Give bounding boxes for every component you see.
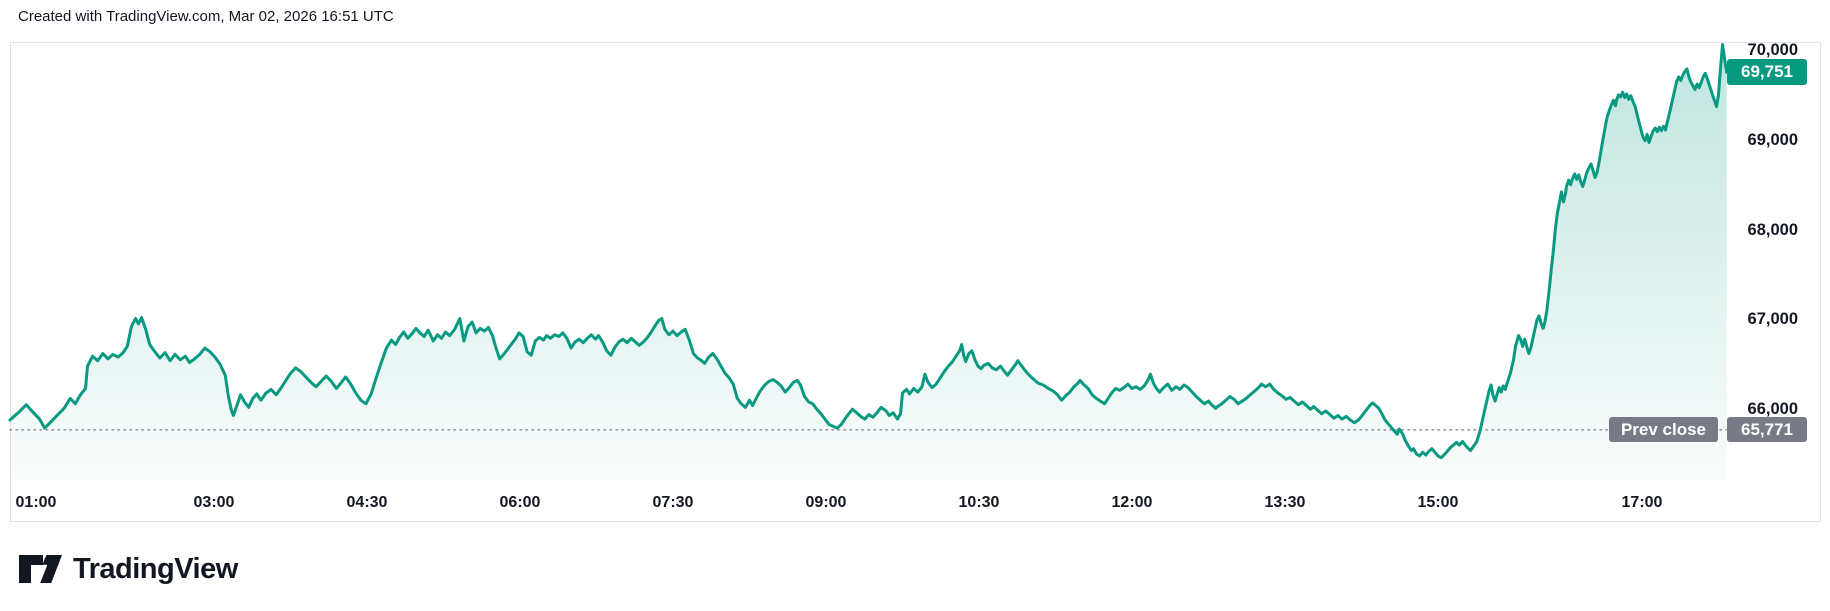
price-line [8, 43, 1729, 460]
x-axis-label: 07:30 [652, 494, 694, 511]
x-axis-label: 03:00 [193, 494, 235, 511]
x-axis-label: 09:00 [805, 494, 847, 511]
x-axis-label: 15:00 [1417, 494, 1459, 511]
y-axis-label: 66,000 [1747, 400, 1798, 419]
tradingview-logo-text: TradingView [73, 553, 238, 585]
last-price-value: 69,751 [1741, 62, 1793, 82]
x-axis-label: 01:00 [15, 494, 57, 511]
prev-close-value-badge: 65,771 [1727, 417, 1807, 443]
y-axis-label: 67,000 [1747, 310, 1798, 329]
prev-close-text: Prev close [1620, 419, 1706, 439]
x-axis-label: 04:30 [346, 494, 388, 511]
tradingview-logo-icon [19, 555, 62, 583]
y-axis-label: 68,000 [1747, 220, 1798, 239]
y-axis-label: 70,000 [1747, 41, 1798, 59]
x-axis-label: 13:30 [1264, 494, 1306, 511]
attribution-text[interactable]: Created with TradingView.com, Mar 02, 20… [18, 8, 394, 25]
x-axis-label: 10:30 [958, 494, 1000, 511]
last-price-badge: 69,751 [1727, 59, 1807, 86]
x-axis-label: 06:00 [499, 494, 541, 511]
x-axis-label: 17:00 [1621, 494, 1663, 511]
y-axis-label: 69,000 [1747, 130, 1798, 149]
prev-close-label-badge: Prev close [1608, 417, 1718, 443]
price-area-fill [10, 44, 1727, 481]
x-axis-label: 12:00 [1111, 494, 1153, 511]
tradingview-logo[interactable]: TradingView [18, 552, 238, 586]
prev-close-value: 65,771 [1741, 419, 1793, 439]
